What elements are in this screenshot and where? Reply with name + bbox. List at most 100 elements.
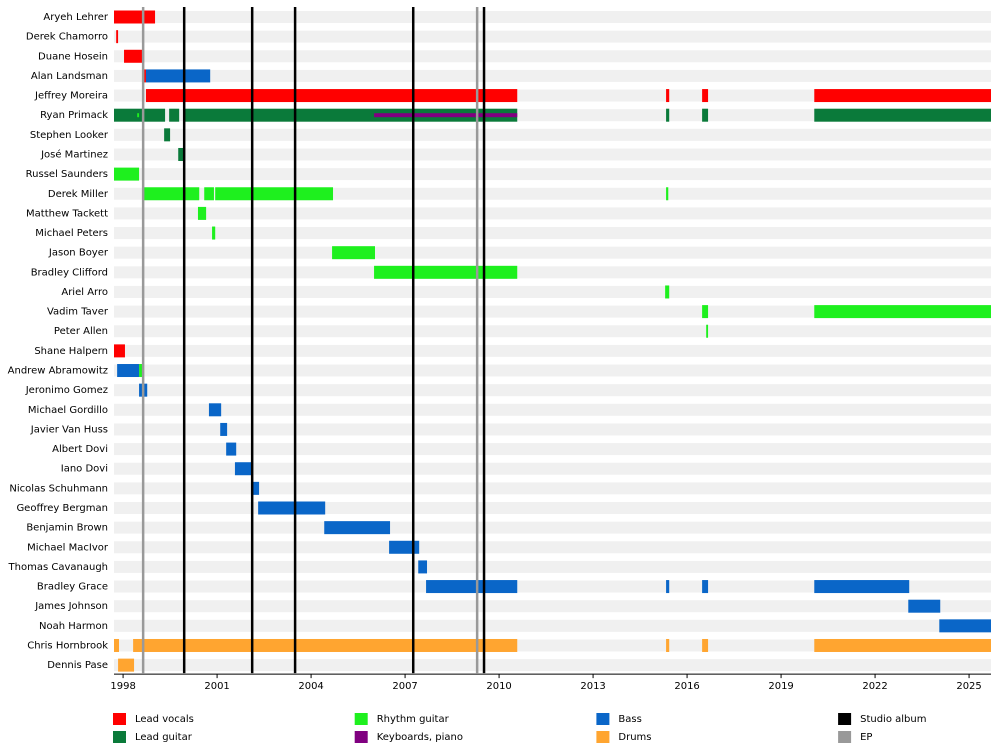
tenure-bar — [117, 364, 140, 378]
member-label: Bradley Grace — [37, 582, 108, 593]
tenure-bar — [666, 89, 670, 103]
member-label: Jason Boyer — [48, 248, 109, 259]
tenure-bar — [215, 187, 334, 201]
legend-swatch — [596, 731, 610, 743]
tenure-bar — [143, 187, 200, 201]
tenure-bar — [418, 560, 428, 574]
row-band — [114, 600, 991, 613]
tenure-bar — [234, 462, 253, 476]
member-label: Ryan Primack — [40, 110, 108, 121]
row-band — [114, 580, 991, 593]
row-band — [114, 266, 991, 279]
member-label: Dennis Pase — [47, 660, 108, 671]
member-label: Michael Gordillo — [28, 405, 108, 416]
member-label: Javier Van Huss — [30, 424, 108, 435]
row-band — [114, 227, 991, 240]
member-label: Andrew Abramowitz — [8, 366, 108, 377]
x-tick-label: 2022 — [862, 681, 887, 692]
tenure-bar — [139, 364, 144, 378]
tenure-bar — [702, 638, 709, 652]
tenure-bar — [426, 580, 518, 594]
tenure-bar — [204, 187, 214, 201]
legend-label: Studio album — [860, 714, 926, 725]
member-label: Peter Allen — [54, 326, 108, 337]
member-label: Aryeh Lehrer — [43, 12, 108, 23]
tenure-bar — [220, 422, 228, 436]
row-band — [114, 364, 991, 377]
row-band — [114, 11, 991, 23]
legend-swatch — [596, 713, 610, 725]
x-tick-label: 2016 — [674, 681, 699, 692]
legend-label: EP — [860, 732, 872, 743]
member-label: Iano Dovi — [61, 464, 108, 475]
tenure-bar — [666, 638, 670, 652]
tenure-bar — [702, 108, 709, 122]
tenure-bar — [124, 49, 145, 63]
tenure-bar — [702, 580, 709, 594]
row-band — [114, 482, 991, 495]
tenure-bar — [702, 89, 709, 103]
member-label: Benjamin Brown — [26, 523, 108, 534]
member-label: Bradley Clifford — [31, 267, 108, 278]
tenure-bar — [169, 108, 180, 122]
x-tick-label: 2019 — [768, 681, 793, 692]
member-label: Noah Harmon — [39, 621, 108, 632]
tenure-bar — [114, 108, 166, 122]
row-band — [114, 187, 991, 200]
row-band — [114, 541, 991, 554]
tenure-bar — [908, 599, 941, 613]
member-label: Michael Peters — [35, 228, 108, 239]
legend-label: Lead guitar — [135, 732, 193, 743]
tenure-bar — [197, 206, 207, 220]
tenure-bar — [324, 521, 391, 535]
row-band — [114, 560, 991, 573]
tenure-bar — [178, 147, 185, 161]
x-tick-label: 2007 — [392, 681, 417, 692]
legend-swatch — [354, 713, 368, 725]
legend-swatch — [838, 731, 852, 743]
row-band — [114, 384, 991, 397]
row-band — [114, 246, 991, 259]
tenure-bar — [258, 501, 326, 515]
legend-label: Lead vocals — [135, 714, 194, 725]
tenure-bar — [706, 324, 709, 338]
row-band — [114, 325, 991, 338]
tenure-bar — [665, 285, 670, 299]
member-label: Derek Miller — [48, 189, 109, 200]
member-label: Chris Hornbrook — [27, 640, 108, 651]
row-band — [114, 148, 991, 161]
tenure-bar — [332, 246, 376, 260]
tenure-bar — [118, 658, 135, 672]
member-label: Derek Chamorro — [26, 32, 108, 43]
row-band — [114, 443, 991, 456]
tenure-bar — [145, 69, 211, 83]
legend-label: Rhythm guitar — [377, 714, 450, 725]
row-band — [114, 344, 991, 357]
tenure-bar — [212, 226, 216, 240]
member-label: Jeffrey Moreira — [34, 91, 108, 102]
tenure-bar — [133, 638, 518, 652]
tenure-bar — [114, 10, 156, 24]
row-band — [114, 462, 991, 475]
row-band — [114, 69, 991, 82]
tenure-bar — [702, 305, 709, 319]
tenure-bar — [389, 540, 420, 554]
member-label: James Johnson — [34, 601, 108, 612]
tenure-bar — [814, 305, 991, 319]
row-band — [114, 502, 991, 514]
member-label: Duane Hosein — [38, 51, 108, 62]
tenure-bar — [251, 481, 260, 495]
member-label: Matthew Tackett — [26, 208, 108, 219]
x-tick-label: 2001 — [204, 681, 229, 692]
member-label: Michael MacIvor — [27, 542, 109, 553]
row-band — [114, 30, 991, 43]
x-tick-label: 2013 — [580, 681, 605, 692]
tenure-bar — [814, 638, 991, 652]
tenure-bar — [114, 638, 120, 652]
legend-swatch — [354, 731, 368, 743]
tenure-bar — [666, 580, 670, 594]
member-label: Vadim Taver — [47, 307, 109, 318]
member-label: Albert Dovi — [52, 444, 108, 455]
row-band — [114, 207, 991, 220]
